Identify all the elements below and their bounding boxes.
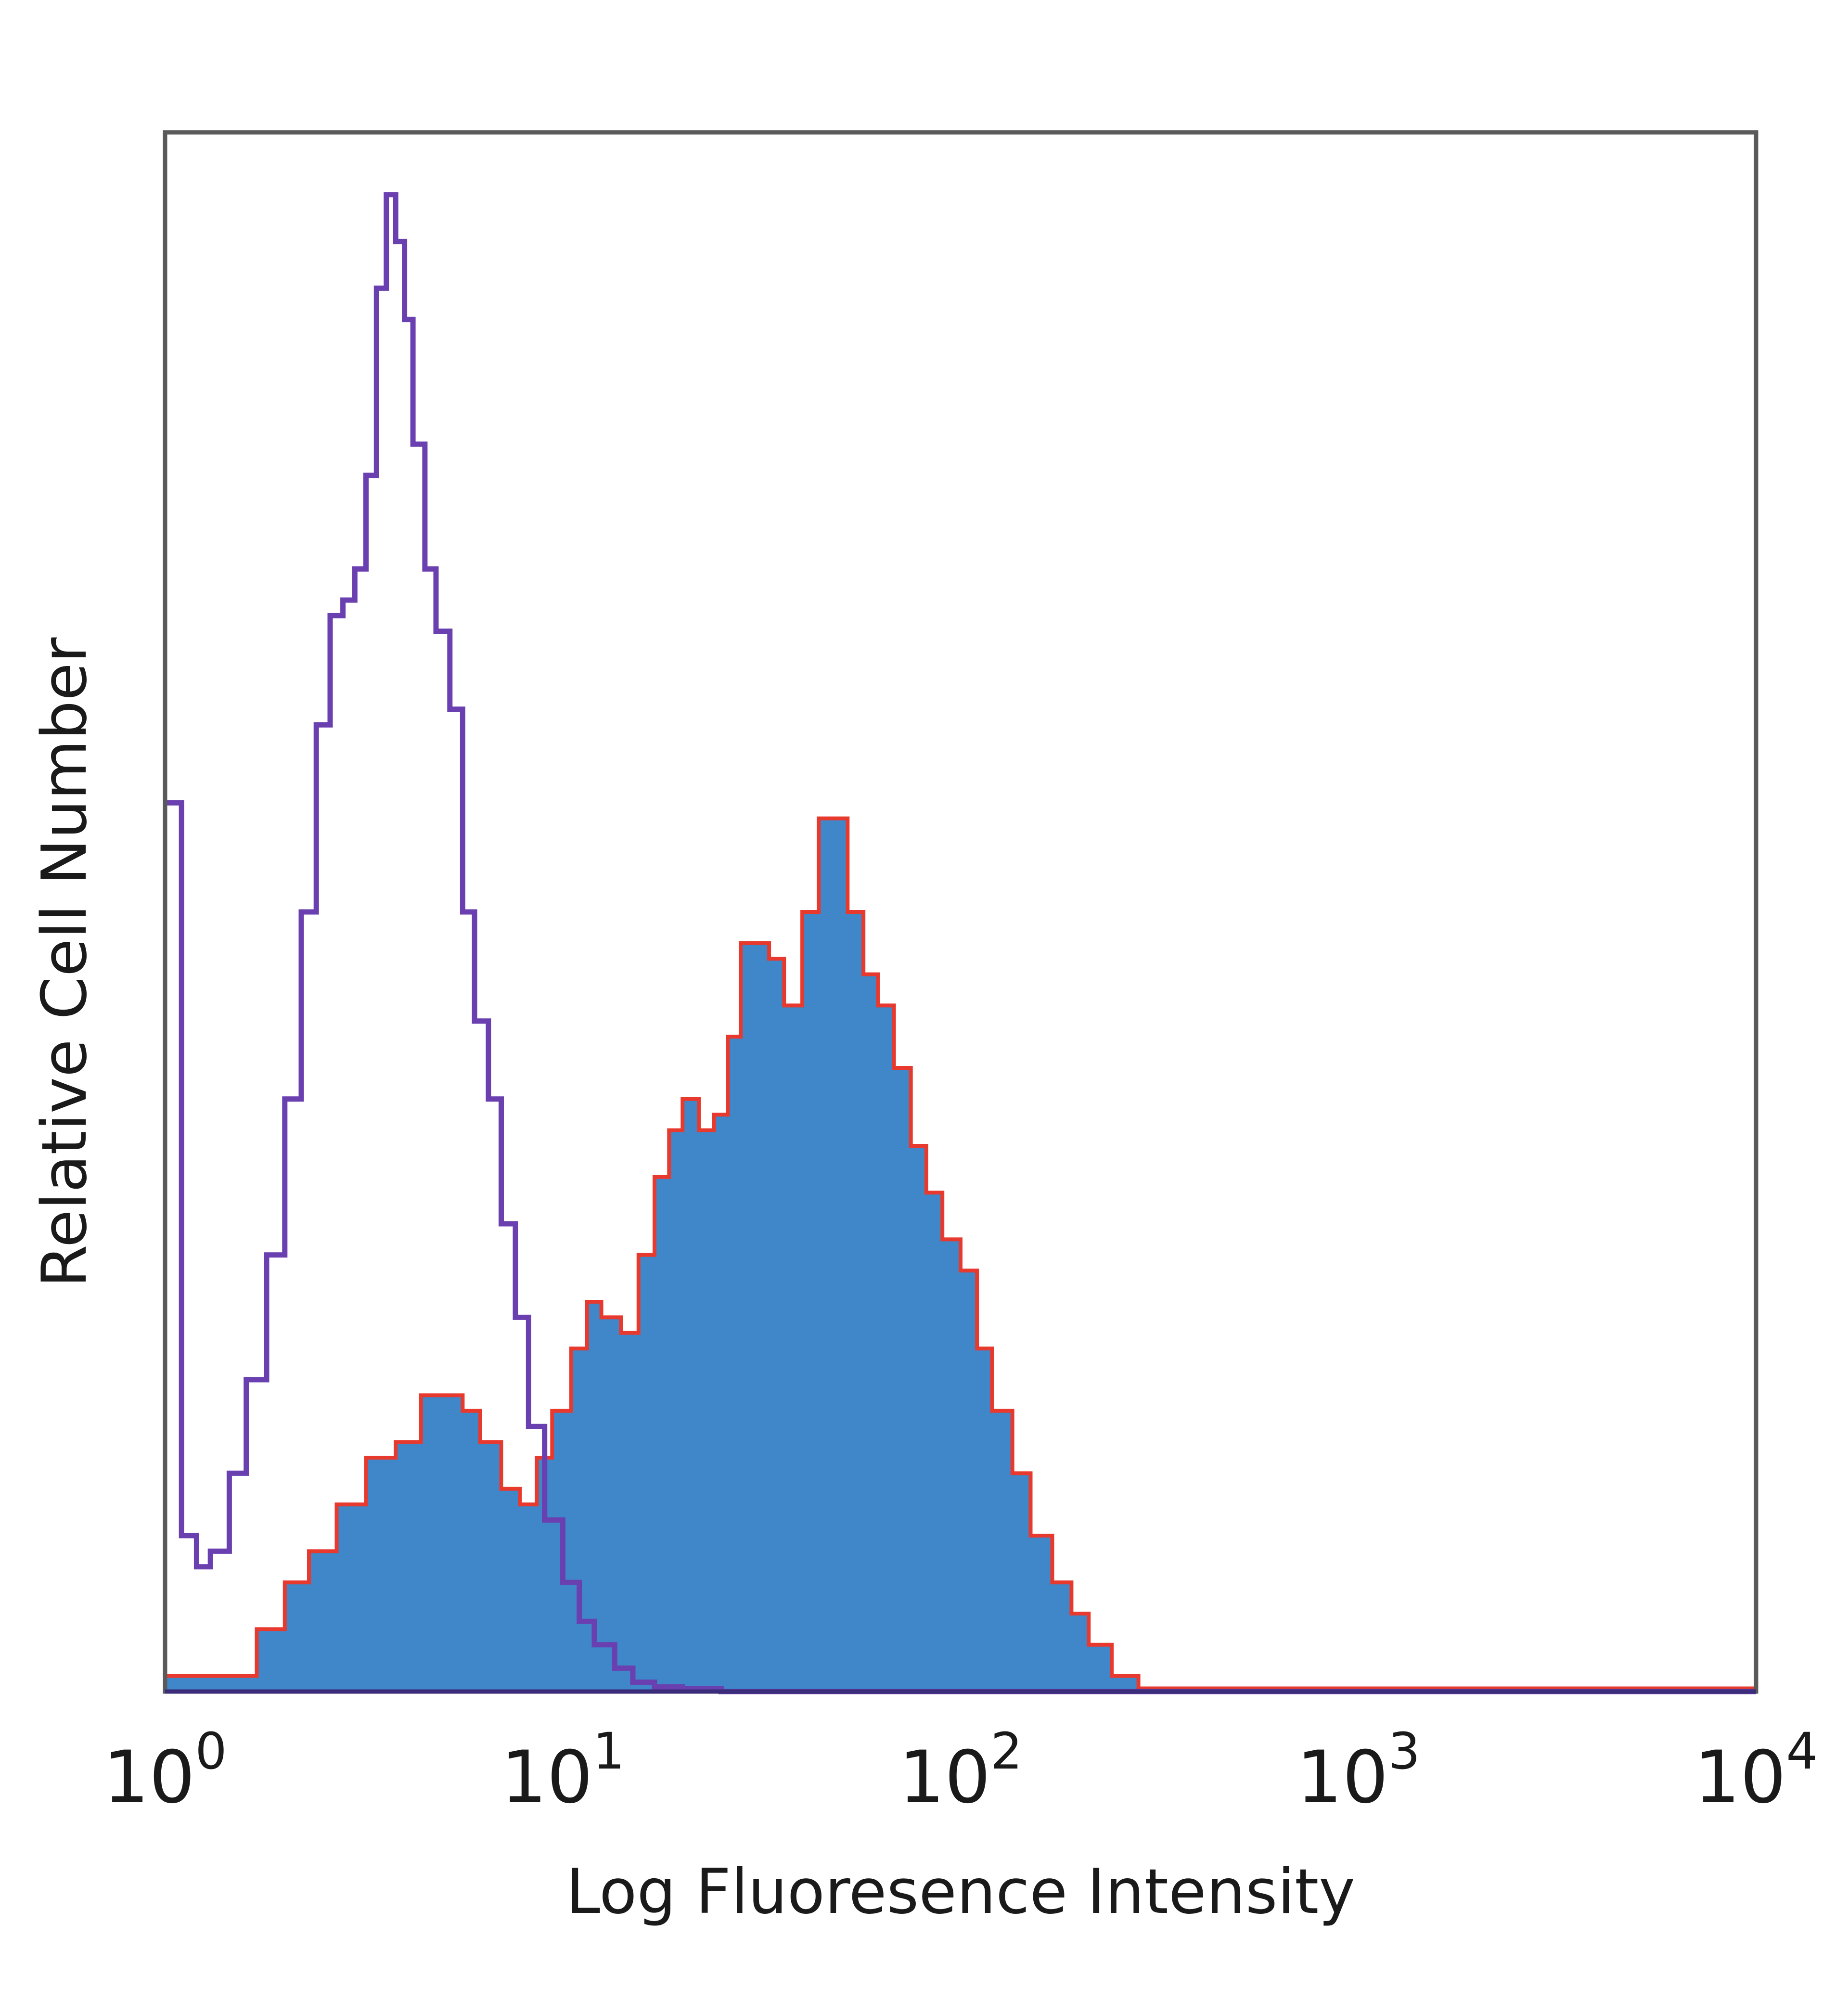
series-layer [165,192,1758,1694]
outline-histogram-line [165,192,1756,1694]
filled-histogram-edge [165,816,1758,1692]
y-axis-label: Relative Cell Number [29,637,101,1287]
x-tick-label-3: 103 [1296,1722,1420,1820]
x-axis-label: Log Fluoresence Intensity [566,1856,1355,1928]
x-tick-label-4: 104 [1694,1722,1818,1820]
x-tick-label-0: 100 [103,1722,227,1820]
x-tick-label-2: 102 [898,1722,1022,1820]
x-tick-label-1: 101 [501,1722,625,1820]
x-tick-labels: 100 101 102 103 104 [103,1722,1818,1820]
